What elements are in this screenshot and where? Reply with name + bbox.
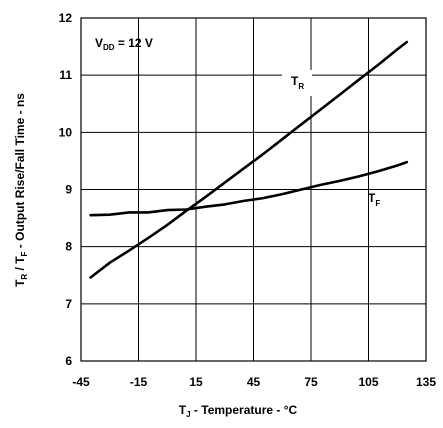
y-tick-label: 7 <box>65 297 72 311</box>
y-tick-label: 8 <box>65 240 72 254</box>
y-tick-label: 10 <box>59 125 73 139</box>
plot-frame <box>80 17 427 362</box>
series-label-tr: TR <box>291 74 304 91</box>
x-tick-label: 105 <box>358 375 378 389</box>
series-line-tr <box>89 40 409 279</box>
vdd-annotation: VDD = 12 V <box>95 36 153 52</box>
y-tick-label: 12 <box>59 11 73 25</box>
x-tick-label: 45 <box>247 375 261 389</box>
y-axis-title: TR / TF - Output Rise/Fall Time - ns <box>13 93 29 287</box>
tr-label-background <box>282 70 312 96</box>
series-layer <box>89 40 409 279</box>
x-tick-label: 75 <box>304 375 318 389</box>
series-label-tf: TF <box>368 191 380 208</box>
series-line-tf <box>89 160 409 217</box>
x-tick-labels: -45 -15 15 45 75 105 135 <box>72 375 436 389</box>
x-tick-label: -45 <box>72 375 90 389</box>
x-tick-label: 135 <box>416 375 436 389</box>
x-tick-label: 15 <box>189 375 203 389</box>
y-tick-label: 11 <box>59 68 72 82</box>
y-tick-labels: 6 7 8 9 10 11 12 <box>59 11 73 368</box>
y-tick-label: 6 <box>65 354 72 368</box>
y-tick-label: 9 <box>65 183 72 197</box>
x-axis-title: TJ - Temperature - °C <box>179 403 298 419</box>
x-tick-label: -15 <box>130 375 148 389</box>
